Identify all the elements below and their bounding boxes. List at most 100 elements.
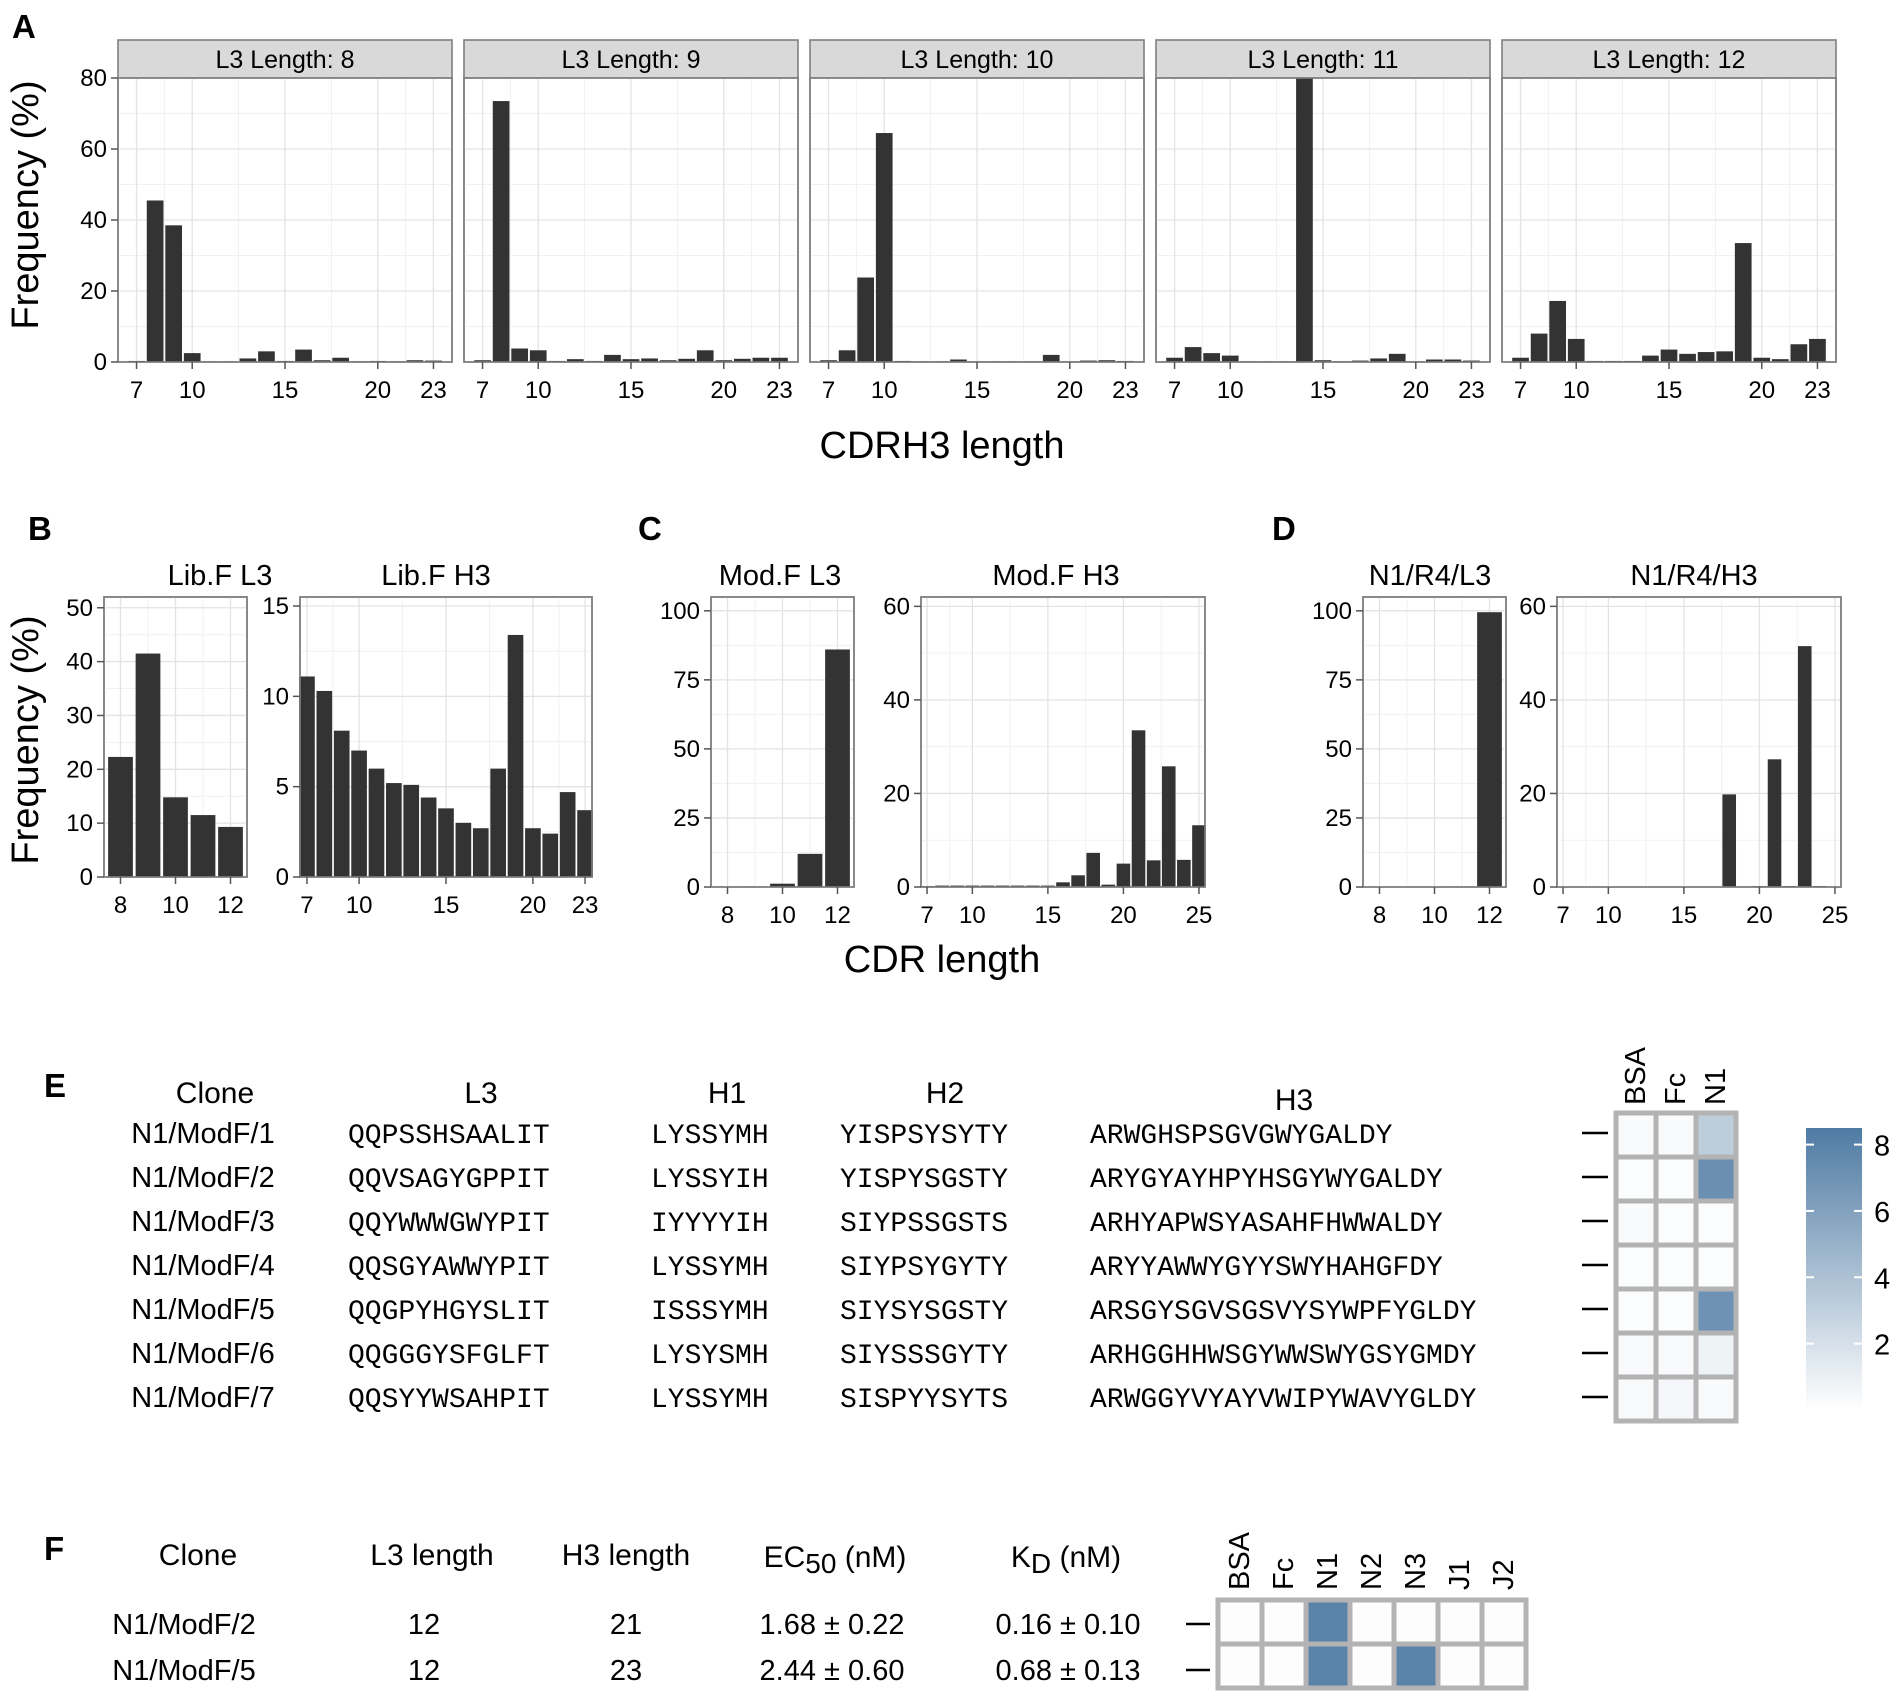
table-e-heat-cell: [1656, 1377, 1696, 1421]
panel-a-facet-2-x-tick-label: 23: [766, 377, 793, 404]
facet-strip-label-4: L3 Length: 11: [1247, 46, 1398, 74]
table-e-heat-cell: [1616, 1289, 1656, 1333]
panel-a-facet-1-bar-14: [258, 351, 275, 362]
panel-c-subplot-2-x-tick-label: 7: [920, 902, 933, 929]
legend-tick-label: 8: [1874, 1131, 1890, 1163]
panel-a-facet-2-bar-15: [622, 359, 640, 362]
panel-a-facet-3-x-tick-label: 15: [964, 377, 991, 404]
panel-e-table: Clone L3 H1 H2 H3 N1/ModF/1 QQPSSHSAALIT L…: [131, 1046, 1890, 1424]
panel-a-facet-2-bar-18: [678, 358, 696, 362]
panel-a-facet-1-x-tick-label: 20: [364, 377, 391, 404]
panel-c-subplot-2-x-tick-label: 10: [959, 902, 986, 929]
table-e-heat-cell: [1696, 1157, 1736, 1201]
table-f-header-kd: KD (nM): [1011, 1541, 1121, 1579]
table-f-heat-cell: [1482, 1644, 1526, 1688]
facet-strip-label-3: L3 Length: 10: [901, 46, 1054, 74]
panel-a-facet-4-bar-7: [1166, 357, 1183, 362]
table-e-clone-1: N1/ModF/1: [131, 1118, 274, 1150]
panel-a-facet-4-bar-18: [1370, 358, 1388, 362]
table-e-h1-seq-4: LYSSYMH: [651, 1253, 769, 1284]
panel-a-facet-2-bar-7: [474, 360, 491, 362]
table-f-heat-cell: [1350, 1600, 1394, 1644]
table-e-heat-cell: [1616, 1377, 1656, 1421]
panel-b-subplot-2-bar-10: [351, 750, 367, 877]
panel-a-facet-5-bar-22: [1790, 344, 1808, 362]
table-e-header-h1: H1: [708, 1077, 746, 1110]
table-e-l3-seq-3: QQYWWWGWYPIT: [348, 1209, 550, 1240]
panel-letter-f: F: [44, 1530, 64, 1567]
ec50-subscript: 50: [805, 1548, 836, 1579]
panel-a-facet-4-x-tick-label: 7: [1168, 377, 1181, 404]
panel-a-facet-5-bar-10: [1567, 338, 1585, 362]
panel-b-subplot-1-bar-10: [163, 797, 188, 877]
table-f-heat-col-label: J2: [1488, 1559, 1520, 1590]
table-e-h2-seq-7: SISPYYSYTS: [840, 1385, 1008, 1416]
panel-a-facet-1-x-tick-label: 10: [179, 377, 206, 404]
table-f-heat-cell: [1350, 1644, 1394, 1688]
panel-letter-a: A: [12, 8, 36, 45]
legend-tick-label: 4: [1874, 1263, 1890, 1295]
table-e-h3-seq-5: ARSGYSGVSGSVYSYWPFYGLDY: [1090, 1297, 1477, 1328]
table-e-h3-seq-1: ARWGHSPSGVGWYGALDY: [1090, 1121, 1393, 1152]
panel-d-subplot-2-bar-18: [1722, 794, 1737, 887]
panel-a-facet-4-x-tick-label: 10: [1217, 377, 1244, 404]
panel-d-subplot-2-plot-border: [1556, 596, 1842, 888]
panel-a-facet-2-bar-16: [641, 358, 658, 362]
panel-b-subplot-2-bar-13: [403, 784, 420, 877]
panel-a-facet-4-bar-14: [1296, 78, 1313, 362]
panel-a-facet-1-y-tick-label: 20: [80, 278, 107, 305]
table-e-l3-seq-4: QQSGYAWWYPIT: [348, 1253, 550, 1284]
panel-b-subplot-2-bar-12: [386, 783, 402, 877]
panel-c-subplot-2-bar-23: [1161, 766, 1176, 887]
panel-b-subplot-2-bar-9: [333, 730, 350, 877]
table-e-color-legend: 8 6 4 2: [1806, 1128, 1890, 1410]
panel-c-subplot-2-bar-17: [1071, 875, 1085, 887]
panel-c-subplot-title-1: Mod.F L3: [719, 560, 842, 592]
panel-c-subplot-1-x-tick-label: 8: [721, 902, 734, 929]
panel-b-subplot-2-bar-20: [525, 828, 541, 877]
panel-b-subplot-2-bar-17: [472, 828, 489, 877]
panel-a-facet-3-bar-10: [875, 133, 893, 362]
table-e-heat-col-label: Fc: [1660, 1073, 1692, 1105]
panel-a-facet-2-x-tick-label: 7: [476, 377, 489, 404]
table-e-heat-cell: [1696, 1333, 1736, 1377]
panel-c-subplot-2-y-tick-label: 60: [883, 593, 910, 620]
facet-strip-label-1: L3 Length: 8: [215, 46, 354, 74]
kd-unit: (nM): [1051, 1541, 1121, 1574]
table-e-h1-seq-5: ISSSYMH: [651, 1297, 769, 1328]
table-f-heat-col-label: J1: [1444, 1559, 1476, 1590]
table-e-header-l3: L3: [464, 1077, 497, 1110]
panel-a-facet-5-bar-16: [1679, 353, 1696, 362]
panel-a-facet-1-bar-17: [313, 360, 331, 362]
table-e-h1-seq-3: IYYYYIH: [651, 1209, 769, 1240]
panel-b-subplot-1-x-tick-label: 12: [217, 892, 244, 919]
table-e-header-h3: H3: [1275, 1084, 1313, 1117]
table-f-heat-col-label: N1: [1312, 1553, 1344, 1590]
table-f-h3-length-2: 23: [610, 1655, 642, 1687]
table-f-heat-col-label: Fc: [1268, 1558, 1300, 1590]
table-e-h1-seq-1: LYSSYMH: [651, 1121, 769, 1152]
panel-a-x-title: CDRH3 length: [820, 425, 1065, 467]
table-e-heat-border: [1613, 1110, 1739, 1424]
table-e-header-clone: Clone: [176, 1077, 254, 1110]
panel-a-facet-2-bar-22: [752, 357, 770, 362]
panel-b-subplot-1-y-tick-label: 40: [66, 649, 93, 676]
panel-a-facet-4-bar-19: [1388, 353, 1406, 362]
panel-b-subplot-1-y-tick-label: 30: [66, 702, 93, 729]
panel-b-subplot-2-bar-14: [420, 797, 437, 877]
panel-a-facet-4-x-tick-label: 20: [1402, 377, 1429, 404]
panel-c-subplot-1-x-tick-label: 10: [769, 902, 796, 929]
table-f-heat-cell: [1306, 1644, 1350, 1688]
table-e-heat-cell: [1656, 1157, 1696, 1201]
panel-letter-e: E: [44, 1067, 66, 1104]
panel-a-facet-5-bar-14: [1642, 355, 1659, 362]
panel-f-table: Clone L3 length H3 length EC50 (nM) KD (…: [112, 1531, 1529, 1691]
panel-a-facet-2-bar-8: [492, 101, 510, 362]
table-f-ec50-2: 2.44 ± 0.60: [760, 1655, 905, 1687]
table-e-h2-seq-3: SIYPSSGSTS: [840, 1209, 1008, 1240]
panel-c-subplot-1-bar-10: [770, 883, 795, 887]
panel-d-subplot-2-y-tick-label: 20: [1519, 780, 1546, 807]
panel-a-facet-1-bar-22: [406, 360, 424, 362]
legend-tick-label: 6: [1874, 1197, 1890, 1229]
panel-a-facet-1-y-tick-label: 0: [94, 349, 107, 376]
